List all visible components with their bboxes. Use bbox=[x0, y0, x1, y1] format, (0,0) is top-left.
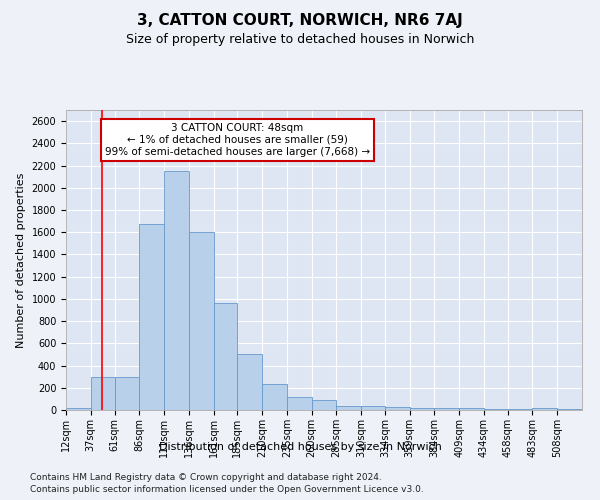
Text: Contains public sector information licensed under the Open Government Licence v3: Contains public sector information licen… bbox=[30, 485, 424, 494]
Bar bbox=[214, 304, 238, 410]
Bar bbox=[115, 376, 139, 410]
Bar bbox=[484, 409, 508, 410]
Bar bbox=[459, 408, 484, 410]
Bar bbox=[385, 407, 410, 410]
Text: Contains HM Land Registry data © Crown copyright and database right 2024.: Contains HM Land Registry data © Crown c… bbox=[30, 472, 382, 482]
Bar bbox=[410, 408, 434, 410]
Bar bbox=[434, 408, 459, 410]
Bar bbox=[262, 384, 287, 410]
Text: Distribution of detached houses by size in Norwich: Distribution of detached houses by size … bbox=[158, 442, 442, 452]
Bar bbox=[238, 354, 262, 410]
Bar bbox=[139, 224, 164, 410]
Bar bbox=[361, 406, 385, 410]
Bar bbox=[337, 406, 361, 410]
Y-axis label: Number of detached properties: Number of detached properties bbox=[16, 172, 26, 348]
Bar bbox=[164, 171, 189, 410]
Bar bbox=[91, 376, 115, 410]
Bar bbox=[532, 408, 557, 410]
Bar bbox=[66, 408, 91, 410]
Text: Size of property relative to detached houses in Norwich: Size of property relative to detached ho… bbox=[126, 32, 474, 46]
Bar bbox=[287, 397, 311, 410]
Bar bbox=[311, 400, 337, 410]
Text: 3 CATTON COURT: 48sqm
← 1% of detached houses are smaller (59)
99% of semi-detac: 3 CATTON COURT: 48sqm ← 1% of detached h… bbox=[105, 124, 370, 156]
Text: 3, CATTON COURT, NORWICH, NR6 7AJ: 3, CATTON COURT, NORWICH, NR6 7AJ bbox=[137, 12, 463, 28]
Bar bbox=[189, 232, 214, 410]
